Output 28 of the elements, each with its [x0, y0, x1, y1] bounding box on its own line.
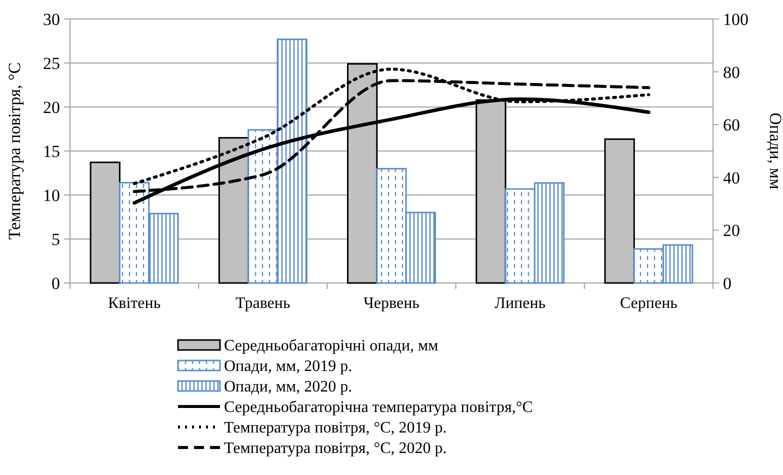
- bar: [90, 162, 120, 284]
- legend-label: Середньобагаторічні опади, мм: [224, 338, 438, 355]
- x-tick-label: Червень: [364, 295, 420, 312]
- x-tick-label: Травень: [236, 295, 290, 312]
- y-tick-label: 5: [52, 230, 60, 249]
- y2-tick-label: 20: [723, 221, 740, 240]
- y-tick-label: 25: [43, 54, 60, 73]
- legend-label: Опади, мм, 2019 р.: [224, 358, 352, 376]
- y-tick-label: 30: [43, 10, 60, 29]
- y-tick-label: 15: [43, 142, 60, 161]
- y-tick-label: 10: [43, 186, 60, 205]
- y2-tick-label: 0: [723, 274, 732, 293]
- legend-label: Температура повітря, °C, 2020 р.: [224, 440, 447, 458]
- y-axis-title: Температура повітря, °C: [5, 62, 24, 240]
- x-tick-label: Серпень: [620, 295, 678, 312]
- y-tick-label: 20: [43, 98, 60, 117]
- legend-label: Середньобагаторічна температура повітря,°C: [224, 399, 533, 416]
- y-tick-label: 0: [52, 274, 60, 293]
- y2-tick-label: 80: [723, 62, 740, 82]
- legend-label: Температура повітря, °C, 2019 р.: [224, 420, 447, 437]
- legend-label: Опади, мм, 2020 р.: [224, 378, 352, 396]
- y2-tick-label: 40: [723, 168, 740, 188]
- y2-tick-label: 60: [723, 116, 740, 135]
- x-tick-label: Липень: [494, 295, 546, 312]
- bar: [604, 138, 635, 284]
- x-tick-label: Квітень: [108, 295, 161, 312]
- y2-axis-title: Опади, мм: [766, 112, 783, 190]
- y2-tick-label: 100: [723, 10, 748, 29]
